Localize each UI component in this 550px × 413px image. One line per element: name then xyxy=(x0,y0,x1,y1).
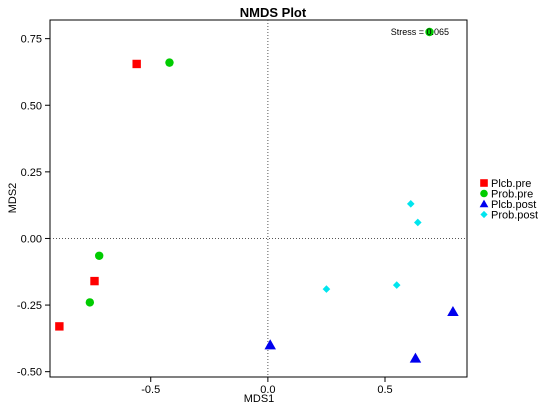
reference-lines xyxy=(50,20,467,377)
legend-marker-plcb-pre xyxy=(480,179,488,187)
point-prob-post xyxy=(322,285,331,293)
x-tick-label: 0.5 xyxy=(377,384,392,396)
legend-marker-plcb-post xyxy=(479,199,489,208)
point-plcb-pre xyxy=(132,59,141,69)
y-axis-label: MDS2 xyxy=(7,183,19,214)
point-prob-pre xyxy=(165,58,174,67)
legend-marker-prob-pre xyxy=(480,189,488,198)
y-tick-label: 0.25 xyxy=(21,167,42,179)
point-prob-post xyxy=(406,200,415,208)
x-axis-label: MDS1 xyxy=(244,393,275,405)
legend-label-prob-post: Prob.post xyxy=(491,210,538,222)
x-tick-label: 0.0 xyxy=(260,384,275,396)
y-tick-label: 0.00 xyxy=(21,233,42,245)
point-plcb-post xyxy=(447,305,459,317)
point-plcb-pre xyxy=(55,322,64,331)
point-plcb-post xyxy=(264,339,276,350)
y-tick-label: -0.25 xyxy=(17,300,42,312)
legend-label-plcb-pre: Plcb.pre xyxy=(491,178,531,190)
legend-label-prob-pre: Prob.pre xyxy=(491,189,533,201)
point-prob-pre xyxy=(94,251,104,260)
stress-annotation: Stress = 0.065 xyxy=(391,27,449,37)
legend-marker-prob-post xyxy=(480,210,488,219)
plot-frame xyxy=(49,19,468,378)
y-tick-label: -0.50 xyxy=(17,367,42,379)
legend-label-plcb-post: Plcb.post xyxy=(491,199,536,211)
point-prob-pre xyxy=(425,27,434,37)
y-tick-label: 0.75 xyxy=(21,34,42,46)
point-plcb-pre xyxy=(90,276,99,286)
point-prob-post xyxy=(392,281,401,289)
y-tick-label: 0.50 xyxy=(21,100,42,112)
data-points xyxy=(55,27,459,363)
point-prob-pre xyxy=(85,298,95,307)
x-axis-ticks: -0.5 0.0 0.5 xyxy=(141,377,393,396)
x-tick-label: -0.5 xyxy=(141,384,160,396)
y-axis-ticks: 0.75 0.50 0.25 0.00 -0.25 -0.50 xyxy=(17,34,50,379)
point-plcb-post xyxy=(409,352,422,363)
chart-title: NMDS Plot xyxy=(240,5,307,20)
point-prob-post xyxy=(414,218,422,227)
